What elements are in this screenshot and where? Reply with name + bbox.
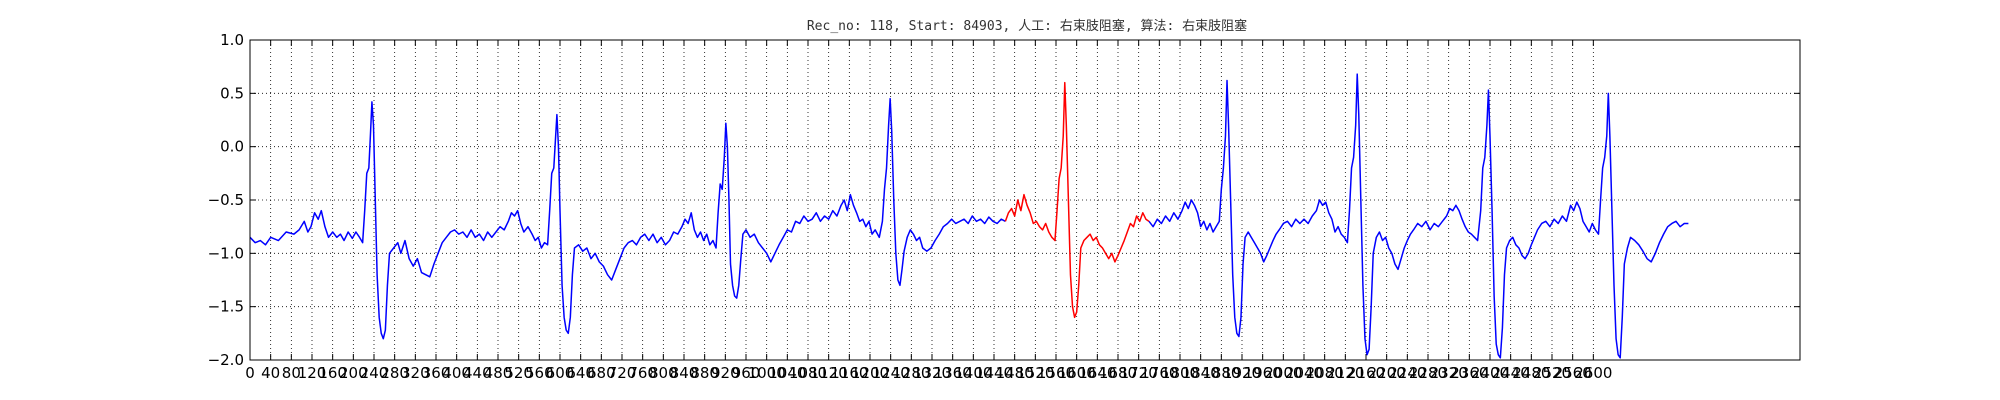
x-tick-label: 2360 <box>1450 364 1488 382</box>
x-tick-label: 2080 <box>1306 364 1344 382</box>
y-tick-label: 0.5 <box>220 84 244 102</box>
x-tick-label: 800 <box>649 364 678 382</box>
y-tick-label: −1.5 <box>208 298 244 316</box>
x-tick-label: 2320 <box>1430 364 1468 382</box>
x-tick-label: 880 <box>690 364 719 382</box>
x-tick-label: 440 <box>463 364 492 382</box>
y-tick-label: −1.0 <box>208 244 244 262</box>
x-tick-label: 1560 <box>1037 364 1075 382</box>
y-tick-label: 1.0 <box>220 31 244 49</box>
x-tick-label: 200 <box>339 364 368 382</box>
chart-title: Rec_no: 118, Start: 84903, 人工: 右束肢阻塞, 算法… <box>807 18 1247 34</box>
x-tick-label: 2400 <box>1471 364 1509 382</box>
x-tick-label: 2280 <box>1409 364 1447 382</box>
x-tick-label: 1960 <box>1244 364 1282 382</box>
x-tick-label: 360 <box>422 364 451 382</box>
x-tick-label: 80 <box>282 364 301 382</box>
x-tick-label: 1720 <box>1120 364 1158 382</box>
x-tick-label: 1760 <box>1140 364 1178 382</box>
x-tick-label: 960 <box>732 364 761 382</box>
x-tick-label: 1880 <box>1202 364 1240 382</box>
y-tick-label: 0.0 <box>220 138 244 156</box>
x-tick-label: 2200 <box>1368 364 1406 382</box>
x-tick-label: 1680 <box>1099 364 1137 382</box>
x-tick-label: 2600 <box>1574 364 1612 382</box>
x-tick-label: 2160 <box>1347 364 1385 382</box>
x-tick-label: 320 <box>401 364 430 382</box>
x-tick-label: 2520 <box>1533 364 1571 382</box>
x-tick-label: 1480 <box>996 364 1034 382</box>
ecg-series-line-1 <box>249 97 1006 340</box>
x-tick-label: 240 <box>360 364 389 382</box>
y-tick-label: −2.0 <box>208 351 244 369</box>
x-tick-label: 1400 <box>954 364 992 382</box>
x-tick-label: 840 <box>670 364 699 382</box>
x-tick-label: 2120 <box>1326 364 1364 382</box>
x-tick-label: 760 <box>628 364 657 382</box>
x-tick-label: 2240 <box>1388 364 1426 382</box>
x-tick-label: 640 <box>566 364 595 382</box>
y-tick-label: −0.5 <box>208 191 244 209</box>
x-tick-label: 920 <box>711 364 740 382</box>
x-tick-label: 0 <box>245 364 255 382</box>
ecg-series-line-3 <box>1148 73 1689 359</box>
x-tick-label: 1240 <box>872 364 910 382</box>
x-tick-label: 1160 <box>830 364 868 382</box>
x-tick-label: 560 <box>525 364 554 382</box>
x-tick-label: 1920 <box>1223 364 1261 382</box>
x-tick-label: 1640 <box>1078 364 1116 382</box>
x-tick-label: 1600 <box>1058 364 1096 382</box>
x-tick-label: 1800 <box>1161 364 1199 382</box>
x-tick-label: 160 <box>318 364 347 382</box>
x-tick-label: 120 <box>298 364 327 382</box>
plot-area <box>249 73 1689 359</box>
x-tick-label: 1280 <box>892 364 930 382</box>
x-tick-label: 520 <box>504 364 533 382</box>
x-tick-label: 400 <box>442 364 471 382</box>
x-tick-label: 1040 <box>768 364 806 382</box>
x-tick-label: 1080 <box>789 364 827 382</box>
x-tick-label: 480 <box>484 364 513 382</box>
x-tick-label: 1520 <box>1016 364 1054 382</box>
x-tick-label: 2040 <box>1285 364 1323 382</box>
x-tick-label: 1440 <box>975 364 1013 382</box>
ecg-series-line-2 <box>1004 81 1150 319</box>
x-tick-label: 1360 <box>934 364 972 382</box>
x-tick-label: 600 <box>546 364 575 382</box>
x-tick-label: 2480 <box>1512 364 1550 382</box>
x-tick-label: 680 <box>587 364 616 382</box>
x-tick-label: 1000 <box>748 364 786 382</box>
x-tick-label: 280 <box>380 364 409 382</box>
x-axis: 0 40 8012016020024028032036040044048052056… <box>245 40 1612 382</box>
y-axis: 1.0 0.5 0.0 −0.5 −1.0 −1.5 −2.0 <box>208 31 1800 369</box>
x-tick-label: 2440 <box>1492 364 1530 382</box>
x-tick-label: 1840 <box>1182 364 1220 382</box>
x-tick-label: 1120 <box>810 364 848 382</box>
x-tick-label: 720 <box>608 364 637 382</box>
x-tick-label: 2560 <box>1554 364 1592 382</box>
x-tick-label: 2000 <box>1264 364 1302 382</box>
x-tick-label: 40 <box>261 364 280 382</box>
x-tick-label: 1320 <box>913 364 951 382</box>
x-tick-label: 1200 <box>851 364 889 382</box>
